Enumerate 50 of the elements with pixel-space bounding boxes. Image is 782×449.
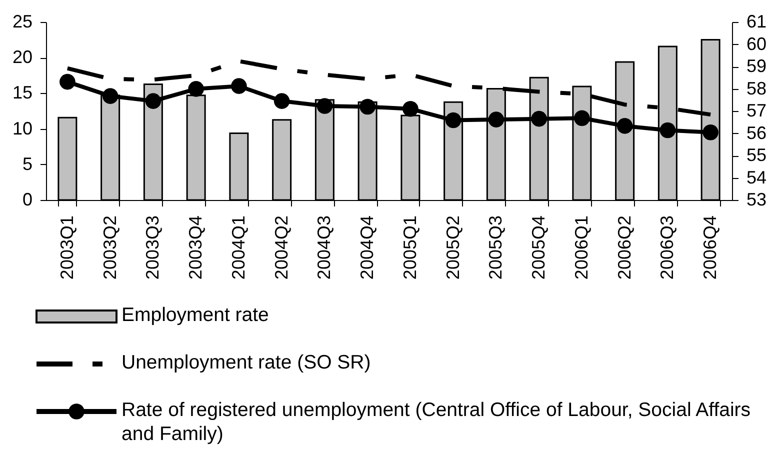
y-tick-label: 0: [22, 190, 32, 210]
x-tick-label: 2006Q2: [614, 216, 634, 280]
point: [188, 81, 204, 97]
y2-tick-label: 58: [746, 78, 767, 98]
y2-tick-label: 54: [746, 167, 767, 188]
y2-tick-label: 59: [746, 56, 767, 76]
x-tick-label: 2005Q4: [528, 216, 549, 280]
y2-tick-label: 55: [746, 145, 767, 165]
point: [102, 88, 118, 104]
x-tick-label: 2004Q2: [271, 216, 292, 280]
point: [274, 93, 290, 109]
point: [574, 110, 590, 126]
x-tick-label: 2004Q4: [357, 216, 378, 280]
legend-label: Rate of registered unemployment (Central Office of Labour, Social Affairs and Family): [122, 398, 751, 445]
legend-label: Unemployment rate (SO SR): [122, 351, 371, 374]
point: [488, 112, 504, 128]
y2-tick-label: 57: [746, 100, 767, 120]
x-tick-label: 2006Q1: [571, 216, 592, 280]
y2-tick-label: 56: [746, 122, 767, 143]
y-tick-label: 20: [12, 47, 32, 68]
x-tick-label: 2006Q4: [700, 216, 720, 280]
y2-tick-label: 61: [746, 12, 767, 32]
x-tick-label: 2003Q4: [186, 216, 206, 280]
legend-label: Employment rate: [122, 304, 269, 326]
y2-tick-label: 53: [746, 190, 767, 210]
point: [660, 122, 676, 138]
x-tick-label: 2005Q1: [400, 216, 420, 280]
x-tick-label: 2003Q1: [56, 216, 77, 280]
x-tick-label: 2003Q3: [142, 216, 163, 280]
point: [531, 110, 547, 127]
point: [316, 98, 333, 114]
x-tick-label: 2003Q2: [100, 216, 120, 280]
y-tick-label: 15: [12, 82, 32, 103]
point: [402, 100, 418, 117]
x-tick-label: 2005Q2: [442, 216, 463, 280]
x-tick-label: 2004Q1: [228, 216, 248, 280]
point: [231, 78, 247, 94]
point: [60, 74, 76, 90]
point: [360, 98, 376, 115]
y-tick-label: 5: [22, 154, 32, 174]
y-tick-label: 10: [12, 118, 32, 138]
y-tick-label: 25: [12, 12, 32, 32]
y2-tick-label: 60: [746, 34, 767, 54]
x-tick-label: 2005Q3: [486, 216, 506, 280]
x-tick-label: 2006Q3: [657, 216, 678, 280]
point: [445, 112, 462, 128]
point: [702, 124, 718, 140]
x-tick-label: 2004Q3: [314, 216, 334, 280]
point: [616, 118, 633, 134]
point: [145, 93, 162, 109]
